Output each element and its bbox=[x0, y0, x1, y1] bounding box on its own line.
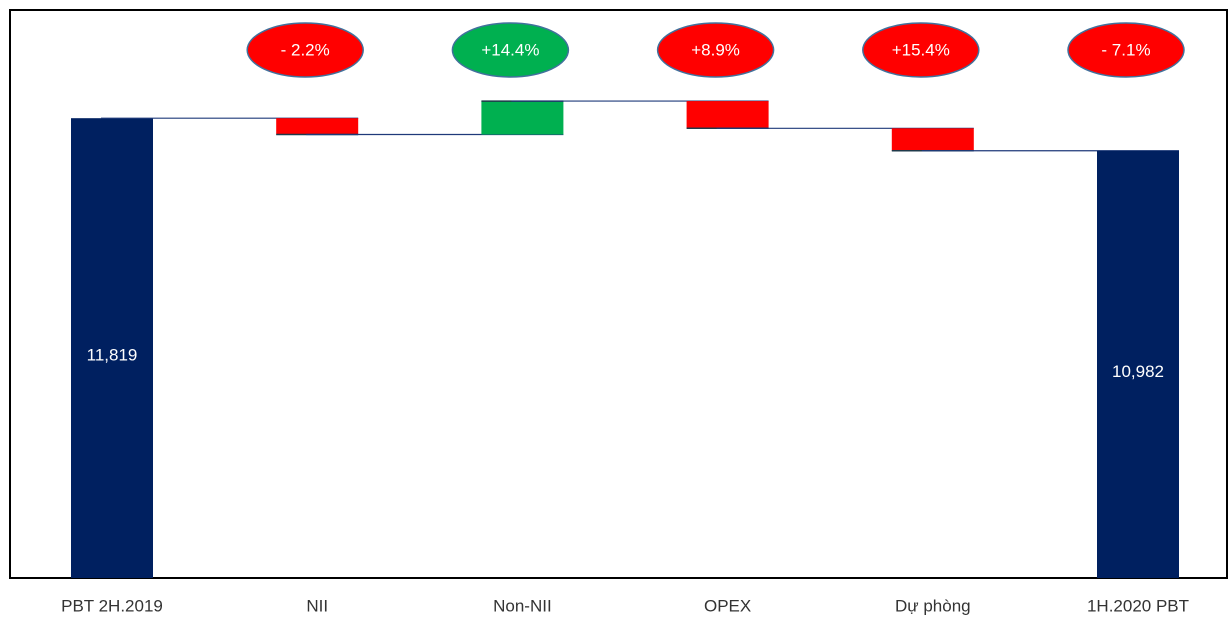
change-label: - 2.2% bbox=[281, 40, 330, 59]
change-label: +8.9% bbox=[691, 40, 740, 59]
x-tick-label: 1H.2020 PBT bbox=[1087, 596, 1189, 615]
bar bbox=[481, 101, 564, 135]
change-bubble bbox=[451, 22, 570, 78]
x-tick-label: Non-NII bbox=[493, 596, 552, 615]
bar bbox=[276, 118, 359, 135]
bar bbox=[686, 101, 769, 129]
value-label: 10,982 bbox=[1112, 362, 1164, 381]
change-bubble bbox=[656, 22, 775, 78]
x-tick-label: OPEX bbox=[704, 596, 751, 615]
change-label: - 7.1% bbox=[1101, 40, 1150, 59]
bar bbox=[891, 128, 974, 151]
bar bbox=[71, 118, 153, 579]
change-bubble bbox=[1067, 22, 1185, 78]
change-bubble bbox=[246, 22, 364, 78]
plot-frame bbox=[9, 9, 1228, 579]
x-tick-label: PBT 2H.2019 bbox=[61, 596, 163, 615]
bar bbox=[1097, 150, 1179, 578]
value-label: 11,819 bbox=[87, 346, 138, 365]
change-bubble bbox=[862, 22, 980, 78]
change-label: +14.4% bbox=[481, 40, 539, 59]
x-tick-label: Dự phòng bbox=[895, 596, 971, 615]
change-label: +15.4% bbox=[892, 40, 950, 59]
x-tick-label: NII bbox=[306, 596, 328, 615]
